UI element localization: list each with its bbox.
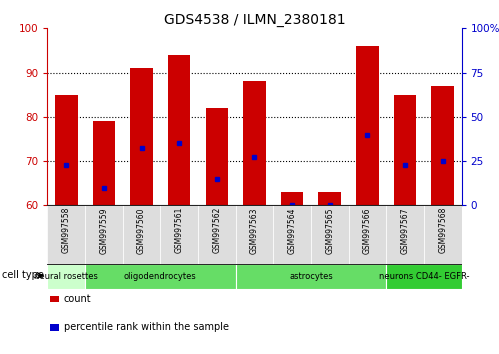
Title: GDS4538 / ILMN_2380181: GDS4538 / ILMN_2380181 (164, 13, 345, 27)
Bar (168, 55, 191, 205)
Text: GSM997566: GSM997566 (363, 207, 372, 253)
Text: count: count (64, 294, 91, 304)
Bar (349, 205, 386, 264)
Text: GSM997568: GSM997568 (438, 207, 447, 253)
Text: neurons CD44- EGFR-: neurons CD44- EGFR- (379, 272, 469, 281)
Text: neural rosettes: neural rosettes (34, 272, 98, 281)
Bar (47, 205, 85, 264)
Bar (50, 324, 59, 331)
Text: GSM997564: GSM997564 (287, 207, 296, 253)
Bar (50, 296, 59, 302)
Bar (236, 264, 386, 289)
Bar (123, 205, 160, 264)
Bar (160, 205, 198, 264)
Bar (85, 205, 123, 264)
Bar (281, 192, 303, 205)
Bar (47, 264, 85, 289)
Text: GSM997558: GSM997558 (62, 207, 71, 253)
Bar (236, 205, 273, 264)
Text: oligodendrocytes: oligodendrocytes (124, 272, 197, 281)
Text: cell type: cell type (2, 270, 44, 280)
Bar (424, 205, 462, 264)
Bar (85, 264, 236, 289)
Bar (55, 95, 77, 205)
Text: GSM997563: GSM997563 (250, 207, 259, 253)
Text: GSM997561: GSM997561 (175, 207, 184, 253)
Bar (93, 121, 115, 205)
Bar (243, 81, 266, 205)
Bar (206, 108, 228, 205)
Bar (311, 205, 349, 264)
Bar (386, 205, 424, 264)
Bar (198, 205, 236, 264)
Text: GSM997567: GSM997567 (401, 207, 410, 253)
Bar (130, 68, 153, 205)
Text: GSM997559: GSM997559 (99, 207, 108, 253)
Text: astrocytes: astrocytes (289, 272, 333, 281)
Bar (273, 205, 311, 264)
Text: GSM997560: GSM997560 (137, 207, 146, 253)
Bar (394, 95, 416, 205)
Bar (318, 192, 341, 205)
Bar (356, 46, 379, 205)
Bar (386, 264, 462, 289)
Text: GSM997562: GSM997562 (213, 207, 222, 253)
Bar (432, 86, 454, 205)
Text: percentile rank within the sample: percentile rank within the sample (64, 322, 229, 332)
Text: GSM997565: GSM997565 (325, 207, 334, 253)
